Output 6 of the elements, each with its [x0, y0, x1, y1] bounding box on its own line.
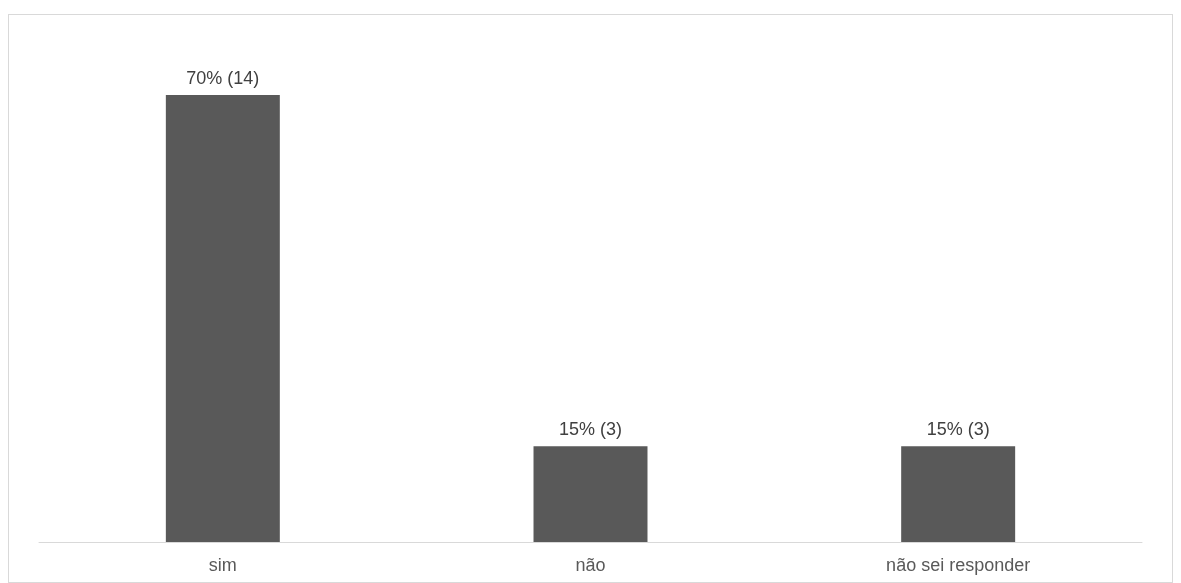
- data-label: 70% (14): [186, 68, 260, 88]
- x-tick-label: sim: [208, 555, 237, 575]
- x-tick-label: não: [575, 555, 606, 575]
- data-label: 15% (3): [558, 419, 623, 440]
- x-tick-label: não sei responder: [886, 555, 1031, 575]
- data-label: 15% (3): [926, 419, 990, 440]
